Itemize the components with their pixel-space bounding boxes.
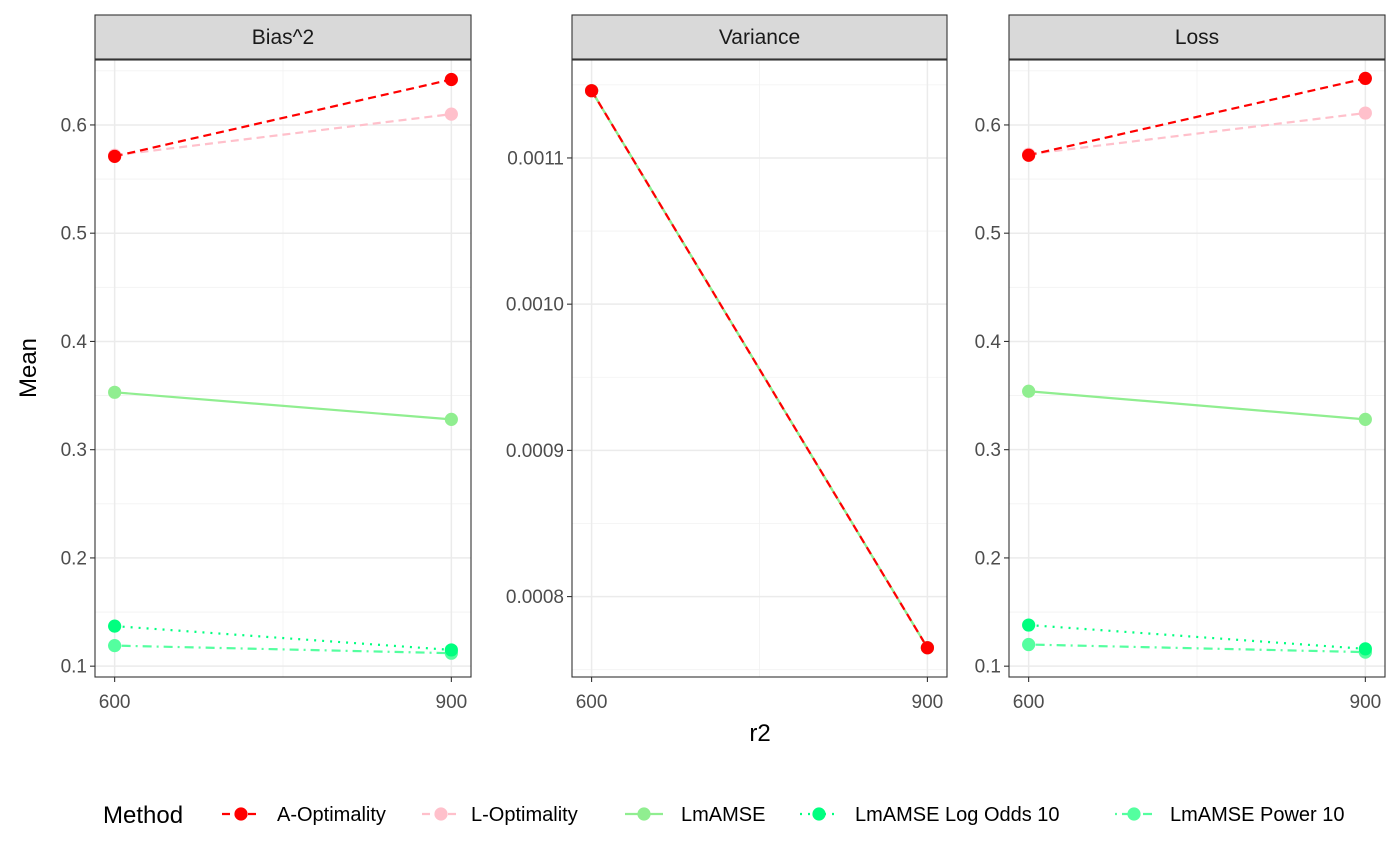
y-tick-label: 0.2 (61, 548, 87, 569)
series-line-lmamse (1028, 390, 1366, 421)
data-point-l-optimality (444, 107, 458, 121)
legend-key-point (1127, 807, 1141, 821)
data-point-a-optimality (108, 149, 122, 163)
legend-item-lmamse: LmAMSE (625, 804, 765, 826)
facet-panel-bias-2: Bias^2 0.1 0.2 0.3 0.4 0.5 0.6 600 900 (61, 14, 472, 713)
data-point-lmamse-log-odds-10 (1022, 618, 1036, 632)
legend-key-point (434, 807, 448, 821)
x-tick-label: 600 (99, 692, 131, 713)
series-line-lmamse (114, 391, 452, 421)
legend-label: A-Optimality (277, 804, 386, 826)
y-tick-label: 0.0010 (506, 295, 564, 316)
series-line-lmamse-log-odds-10 (114, 625, 452, 652)
facet-strip (571, 14, 948, 60)
legend-item-lmamse-power-10: LmAMSE Power 10 (1115, 804, 1345, 826)
y-tick-label: 0.0009 (506, 441, 564, 462)
facet-strip-label: Bias^2 (252, 26, 314, 49)
y-tick-label: 0.4 (975, 332, 1002, 353)
y-tick-label: 0.0008 (506, 587, 564, 608)
panels-layer: Bias^2 0.1 0.2 0.3 0.4 0.5 0.6 600 900 Variance 0.… (61, 14, 1386, 713)
series-line-a-optimality (1028, 77, 1366, 157)
facet-panel-variance: Variance 0.0008 0.0009 0.0010 0.0011 600 900 (506, 14, 948, 713)
legend: Method A-Optimality L-Optimality LmAMSE LmA… (103, 802, 1345, 829)
data-point-a-optimality (1022, 148, 1036, 162)
legend-item-lmamse-log-odds-10: LmAMSE Log Odds 10 (800, 804, 1060, 826)
y-tick-label: 0.1 (975, 657, 1001, 678)
x-tick-label: 900 (1350, 692, 1382, 713)
x-tick-label: 900 (912, 692, 944, 713)
y-tick-label: 0.6 (61, 115, 87, 136)
y-tick-label: 0.4 (61, 332, 88, 353)
data-point-lmamse (1022, 384, 1036, 398)
data-point-lmamse (108, 385, 122, 399)
legend-key-point (234, 807, 248, 821)
y-tick-label: 0.3 (975, 440, 1001, 461)
series-line-a-optimality (114, 78, 452, 158)
y-tick-label: 0.5 (61, 224, 87, 245)
y-tick-label: 0.6 (975, 115, 1001, 136)
y-tick-label: 0.2 (975, 548, 1001, 569)
data-point-a-optimality (1358, 71, 1372, 86)
facet-panel-loss: Loss 0.1 0.2 0.3 0.4 0.5 0.6 600 900 (975, 14, 1386, 713)
series-line-lmamse-log-odds-10 (1028, 623, 1366, 650)
series-line-lmamse-power-10 (1028, 643, 1366, 654)
y-axis-title: Mean (15, 338, 42, 398)
y-tick-label: 0.5 (975, 224, 1001, 245)
legend-label: LmAMSE Power 10 (1170, 804, 1345, 826)
x-axis-title: r2 (749, 720, 770, 747)
legend-label: LmAMSE (681, 804, 765, 826)
data-point-lmamse-log-odds-10 (1358, 642, 1372, 656)
facet-strip (94, 14, 472, 60)
data-point-lmamse (444, 412, 458, 426)
facet-strip-label: Variance (719, 26, 800, 49)
legend-label: L-Optimality (471, 804, 578, 826)
data-point-lmamse (1358, 412, 1372, 426)
x-tick-label: 600 (1013, 692, 1045, 713)
data-point-lmamse-log-odds-10 (108, 619, 122, 633)
data-point-a-optimality (920, 641, 935, 655)
y-tick-label: 0.3 (61, 440, 87, 461)
series-line-lmamse-power-10 (114, 644, 452, 655)
y-tick-label: 0.0011 (507, 148, 564, 169)
data-point-lmamse-power-10 (1022, 637, 1036, 652)
data-point-a-optimality (444, 72, 458, 87)
legend-key-point (812, 807, 826, 821)
facet-strip-label: Loss (1175, 26, 1219, 49)
legend-key-point (637, 807, 651, 821)
data-point-lmamse-power-10 (108, 639, 122, 653)
data-point-l-optimality (1358, 106, 1372, 120)
legend-label: LmAMSE Log Odds 10 (855, 804, 1060, 826)
series-line-l-optimality (1028, 111, 1366, 156)
panel-border (571, 59, 948, 678)
data-point-a-optimality (584, 84, 599, 98)
legend-item-l-optimality: L-Optimality (422, 804, 578, 826)
legend-item-a-optimality: A-Optimality (222, 804, 386, 826)
series-line-l-optimality (114, 113, 452, 157)
facet-strip (1008, 14, 1386, 60)
panel-border (94, 59, 472, 678)
x-tick-label: 600 (576, 692, 608, 713)
data-point-lmamse-log-odds-10 (444, 643, 458, 657)
x-tick-label: 900 (436, 692, 468, 713)
y-tick-label: 0.1 (61, 657, 87, 678)
series-line-a-optimality (590, 90, 929, 649)
legend-title: Method (103, 802, 183, 829)
panel-border (1008, 59, 1386, 678)
